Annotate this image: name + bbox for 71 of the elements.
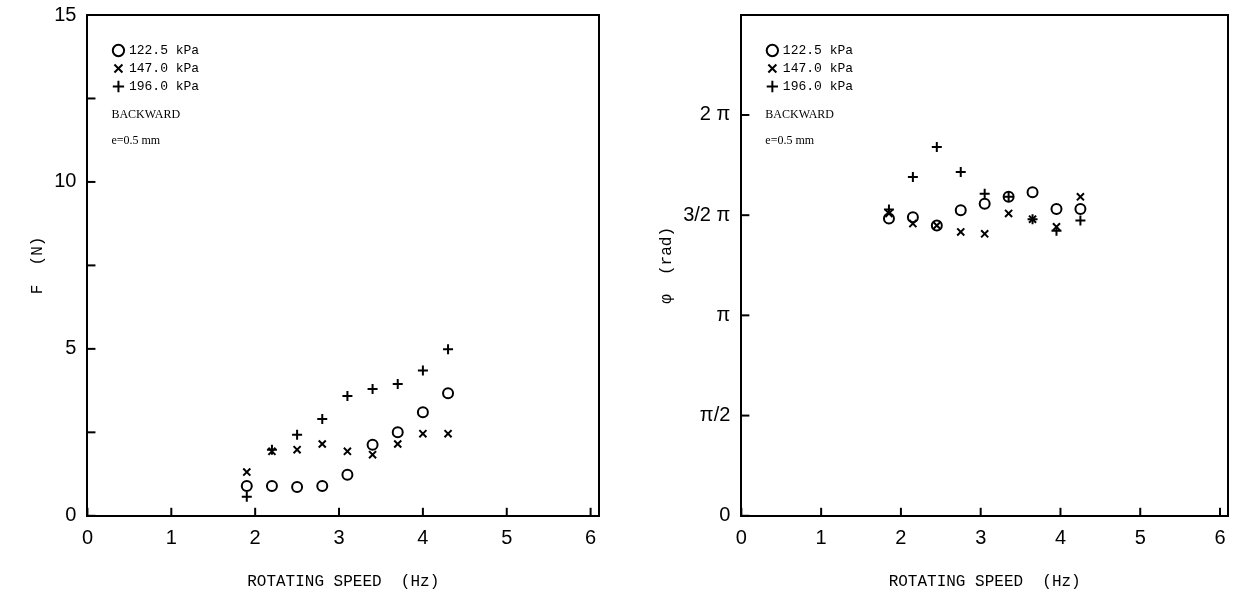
point	[291, 481, 304, 494]
legend-label: 147.0 kPa	[782, 60, 854, 76]
x-tick-label: 6	[1214, 526, 1226, 549]
point	[954, 204, 967, 217]
point	[240, 490, 253, 503]
annotation: BACKWARD	[765, 107, 835, 122]
x-tick-label: 3	[333, 526, 345, 549]
point	[292, 445, 302, 455]
point	[443, 429, 453, 439]
point	[1050, 202, 1063, 215]
point	[978, 197, 991, 210]
point	[442, 343, 455, 356]
point	[418, 429, 428, 439]
x-tick-label: 5	[1134, 526, 1146, 549]
y-tick-label: 15	[54, 2, 77, 25]
legend-label: 122.5 kPa	[128, 42, 200, 58]
annotation: e=0.5 mm	[111, 133, 161, 148]
point	[393, 439, 403, 449]
point	[316, 480, 329, 493]
legend-label: 196.0 kPa	[782, 78, 854, 94]
legend-label: 147.0 kPa	[128, 60, 200, 76]
x-tick-label: 0	[735, 526, 747, 549]
x-tick-label: 4	[1054, 526, 1067, 549]
x-tick-label: 4	[417, 526, 429, 549]
x-tick-label: 1	[815, 526, 827, 549]
point	[416, 406, 429, 419]
x-tick-label: 0	[81, 526, 94, 549]
point	[882, 212, 895, 225]
x-tick-label: 3	[975, 526, 987, 549]
point	[317, 439, 327, 449]
y-tick-label: π	[716, 302, 731, 325]
point	[341, 468, 354, 481]
legend-label: 196.0 kPa	[128, 78, 200, 94]
y-tick-label: 10	[54, 169, 77, 192]
x-axis-title: ROTATING SPEED (Hz)	[247, 572, 440, 591]
point	[242, 467, 252, 477]
point	[366, 438, 379, 451]
point	[240, 480, 253, 493]
point	[1075, 192, 1085, 202]
point	[416, 364, 429, 377]
point	[1004, 208, 1014, 218]
x-axis-title: ROTATING SPEED (Hz)	[888, 572, 1081, 591]
point	[1026, 186, 1039, 199]
point	[956, 227, 966, 237]
y-tick-label: 3/2 π	[683, 202, 731, 225]
y-tick-label: 5	[65, 336, 77, 359]
point	[980, 229, 990, 239]
point	[908, 219, 918, 229]
y-axis-title: F (N)	[28, 236, 47, 295]
y-axis-title: φ (rad)	[657, 226, 676, 304]
point	[291, 428, 304, 441]
point	[368, 450, 378, 460]
point	[906, 211, 919, 224]
x-tick-label: 1	[165, 526, 177, 549]
point	[342, 446, 352, 456]
legend-label: 122.5 kPa	[782, 42, 854, 58]
x-tick-label: 5	[501, 526, 513, 549]
point	[391, 426, 404, 439]
annotation: e=0.5 mm	[765, 133, 815, 148]
point	[1074, 202, 1087, 215]
x-tick-label: 2	[895, 526, 907, 549]
y-tick-label: π/2	[699, 403, 731, 426]
y-tick-label: 0	[719, 503, 731, 526]
x-tick-label: 2	[249, 526, 261, 549]
annotation: BACKWARD	[111, 107, 181, 122]
point	[265, 480, 278, 493]
x-tick-label: 6	[585, 526, 597, 549]
y-tick-label: 2 π	[699, 102, 731, 125]
point	[442, 387, 455, 400]
y-tick-label: 0	[65, 503, 77, 526]
point	[1074, 214, 1087, 227]
